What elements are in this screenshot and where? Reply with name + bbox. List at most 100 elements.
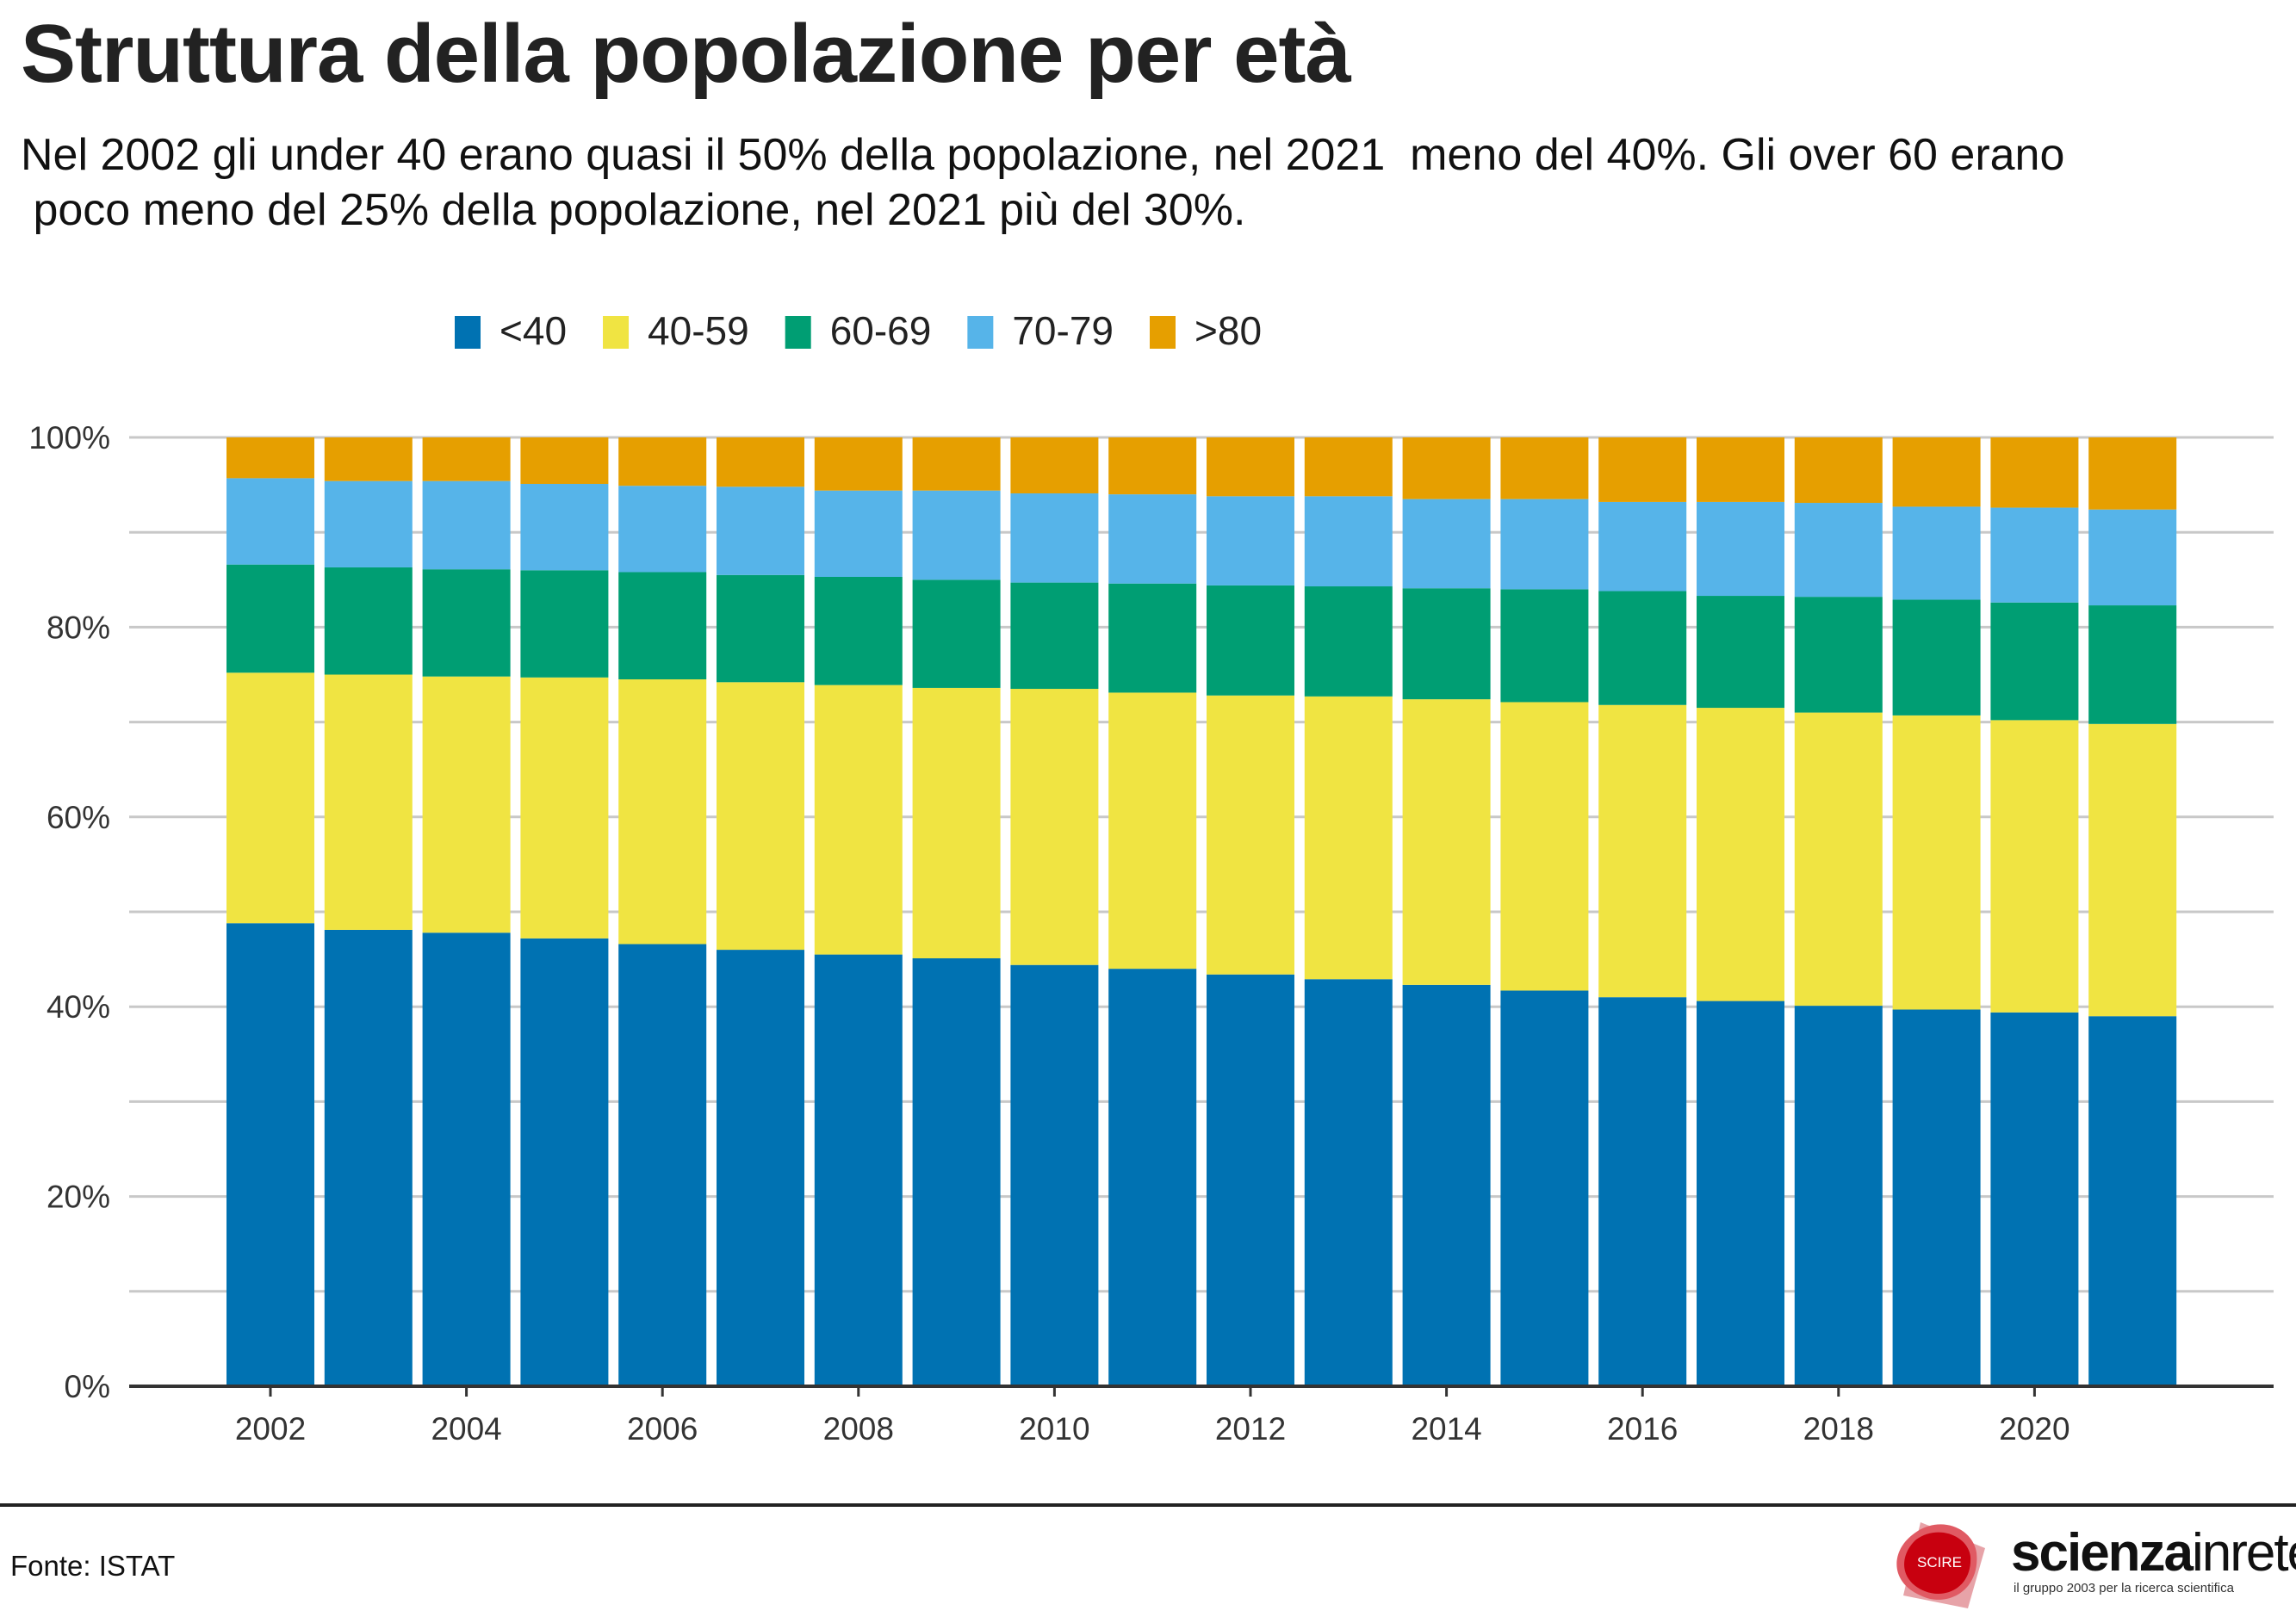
bar-segment-2019-70-79 bbox=[1892, 506, 1981, 600]
bar-segment-2008-60-69 bbox=[814, 576, 903, 685]
bar-segment-2011-60-69 bbox=[1108, 583, 1197, 693]
bar-segment-2003-40-59 bbox=[324, 674, 413, 930]
bar-segment-2013-70-79 bbox=[1304, 496, 1393, 587]
bar-segment-2021-80 bbox=[2088, 437, 2177, 510]
legend-swatch bbox=[455, 316, 481, 349]
bar-segment-2021-60-69 bbox=[2088, 605, 2177, 724]
bar-segment-2009-60-69 bbox=[912, 579, 1001, 688]
legend-label: <40 bbox=[500, 308, 567, 353]
bar-segment-2019-40 bbox=[1892, 1009, 1981, 1386]
legend-swatch bbox=[785, 316, 811, 349]
x-tick-label: 2016 bbox=[1607, 1411, 1678, 1447]
y-tick-label: 40% bbox=[47, 989, 110, 1025]
bar-segment-2014-60-69 bbox=[1402, 588, 1491, 700]
bar-segment-2011-80 bbox=[1108, 437, 1197, 495]
scire-logo-icon: SCIRE bbox=[1896, 1522, 1985, 1608]
bar-segment-2018-60-69 bbox=[1794, 597, 1883, 713]
bar-segment-2004-40-59 bbox=[422, 676, 511, 933]
bar-segment-2016-60-69 bbox=[1598, 591, 1687, 705]
scienzainrete-logo: SCIRE scienzainrete il gruppo 2003 per l… bbox=[1886, 1514, 2296, 1613]
x-tick-label: 2006 bbox=[627, 1411, 698, 1447]
bar-segment-2007-40 bbox=[717, 950, 804, 1386]
bar-segment-2009-70-79 bbox=[912, 490, 1001, 580]
bar-segment-2003-40 bbox=[324, 929, 413, 1386]
bar-segment-2005-80 bbox=[520, 437, 609, 484]
bar-segment-2010-60-69 bbox=[1010, 582, 1099, 690]
bar-segment-2013-80 bbox=[1304, 437, 1393, 497]
bar-segment-2021-40-59 bbox=[2088, 723, 2177, 1017]
bar-segment-2016-70-79 bbox=[1598, 501, 1687, 592]
bar-segment-2014-70-79 bbox=[1402, 499, 1491, 589]
bar-segment-2006-40 bbox=[618, 944, 707, 1386]
footer-divider bbox=[0, 1503, 2296, 1507]
bar-segment-2011-40 bbox=[1108, 969, 1197, 1386]
bar-segment-2008-80 bbox=[814, 437, 903, 491]
chart-title: Struttura della popolazione per età bbox=[21, 8, 1351, 100]
bar-segment-2011-70-79 bbox=[1108, 494, 1197, 584]
y-tick-label: 60% bbox=[47, 800, 110, 835]
x-tick-label: 2014 bbox=[1411, 1411, 1481, 1447]
x-tick-label: 2008 bbox=[823, 1411, 894, 1447]
bar-segment-2018-70-79 bbox=[1794, 503, 1883, 598]
bar-segment-2002-60-69 bbox=[226, 564, 314, 673]
bar-segment-2004-60-69 bbox=[422, 569, 511, 677]
bar-segment-2018-40-59 bbox=[1794, 712, 1883, 1007]
bar-segment-2020-80 bbox=[1990, 437, 2079, 508]
bar-segment-2017-40-59 bbox=[1697, 708, 1784, 1001]
bar-segment-2004-40 bbox=[422, 932, 511, 1386]
bar-segment-2010-80 bbox=[1010, 437, 1099, 494]
bar-segment-2020-40 bbox=[1990, 1012, 2079, 1386]
x-tick-label: 2012 bbox=[1215, 1411, 1286, 1447]
bar-segment-2012-80 bbox=[1207, 437, 1294, 497]
bar-segment-2008-40-59 bbox=[814, 685, 903, 955]
bar-segment-2018-80 bbox=[1794, 437, 1883, 504]
x-tick-label: 2018 bbox=[1803, 1411, 1874, 1447]
x-tick-label: 2010 bbox=[1019, 1411, 1089, 1447]
bar-segment-2014-40-59 bbox=[1402, 699, 1491, 985]
bar-segment-2021-70-79 bbox=[2088, 509, 2177, 606]
bar-segment-2003-60-69 bbox=[324, 567, 413, 675]
bar-segment-2002-70-79 bbox=[226, 478, 314, 565]
bar-segment-2002-40 bbox=[226, 923, 314, 1386]
y-tick-label: 0% bbox=[65, 1369, 110, 1404]
x-tick-label: 2002 bbox=[235, 1411, 306, 1447]
bar-segment-2010-70-79 bbox=[1010, 493, 1099, 583]
stacked-bar-chart: 0% 20% 40% 60% 80% 100% 2002 2004 2006 2008 2010 20… bbox=[28, 308, 2274, 1447]
x-tick-label: 2004 bbox=[431, 1411, 501, 1447]
bar-segment-2007-60-69 bbox=[717, 574, 804, 683]
bar-segment-2005-40-59 bbox=[520, 677, 609, 939]
bar-segment-2004-80 bbox=[422, 437, 511, 481]
bar-segment-2021-40 bbox=[2088, 1016, 2177, 1386]
bar-segment-2008-40 bbox=[814, 954, 903, 1386]
bar-segment-2019-80 bbox=[1892, 437, 1981, 507]
bar-segment-2009-40 bbox=[912, 957, 1001, 1386]
bar-segment-2013-40-59 bbox=[1304, 696, 1393, 980]
bar-segment-2016-80 bbox=[1598, 437, 1687, 502]
logo-tagline: il gruppo 2003 per la ricerca scientific… bbox=[2014, 1581, 2234, 1595]
bar-segment-2009-80 bbox=[912, 437, 1001, 491]
bar-segment-2016-40 bbox=[1598, 997, 1687, 1386]
bar-segment-2020-40-59 bbox=[1990, 720, 2079, 1013]
bar-segment-2004-70-79 bbox=[422, 480, 511, 570]
bar-segment-2017-60-69 bbox=[1697, 596, 1784, 709]
y-tick-label: 100% bbox=[28, 420, 110, 455]
bar-segment-2005-70-79 bbox=[520, 483, 609, 571]
bar-segment-2003-70-79 bbox=[324, 480, 413, 567]
bar-segment-2005-60-69 bbox=[520, 570, 609, 678]
legend-label: 40-59 bbox=[648, 308, 749, 353]
bar-segment-2010-40-59 bbox=[1010, 689, 1099, 965]
legend-label: 70-79 bbox=[1012, 308, 1114, 353]
y-tick-label: 20% bbox=[47, 1180, 110, 1215]
bar-segment-2018-40 bbox=[1794, 1006, 1883, 1386]
x-tick-label: 2020 bbox=[1999, 1411, 2070, 1447]
bar-segment-2016-40-59 bbox=[1598, 704, 1687, 998]
bar-segment-2007-70-79 bbox=[717, 486, 804, 575]
bar-segment-2010-40 bbox=[1010, 964, 1099, 1386]
bar-segment-2012-60-69 bbox=[1207, 585, 1294, 696]
bar-segment-2012-40 bbox=[1207, 974, 1294, 1386]
logo-name: scienzainrete bbox=[2011, 1523, 2296, 1583]
bar-segment-2012-70-79 bbox=[1207, 496, 1294, 585]
chart-subtitle: Nel 2002 gli under 40 erano quasi il 50%… bbox=[21, 130, 2065, 235]
bar-segment-2003-80 bbox=[324, 437, 413, 481]
legend-label: >80 bbox=[1195, 308, 1262, 353]
